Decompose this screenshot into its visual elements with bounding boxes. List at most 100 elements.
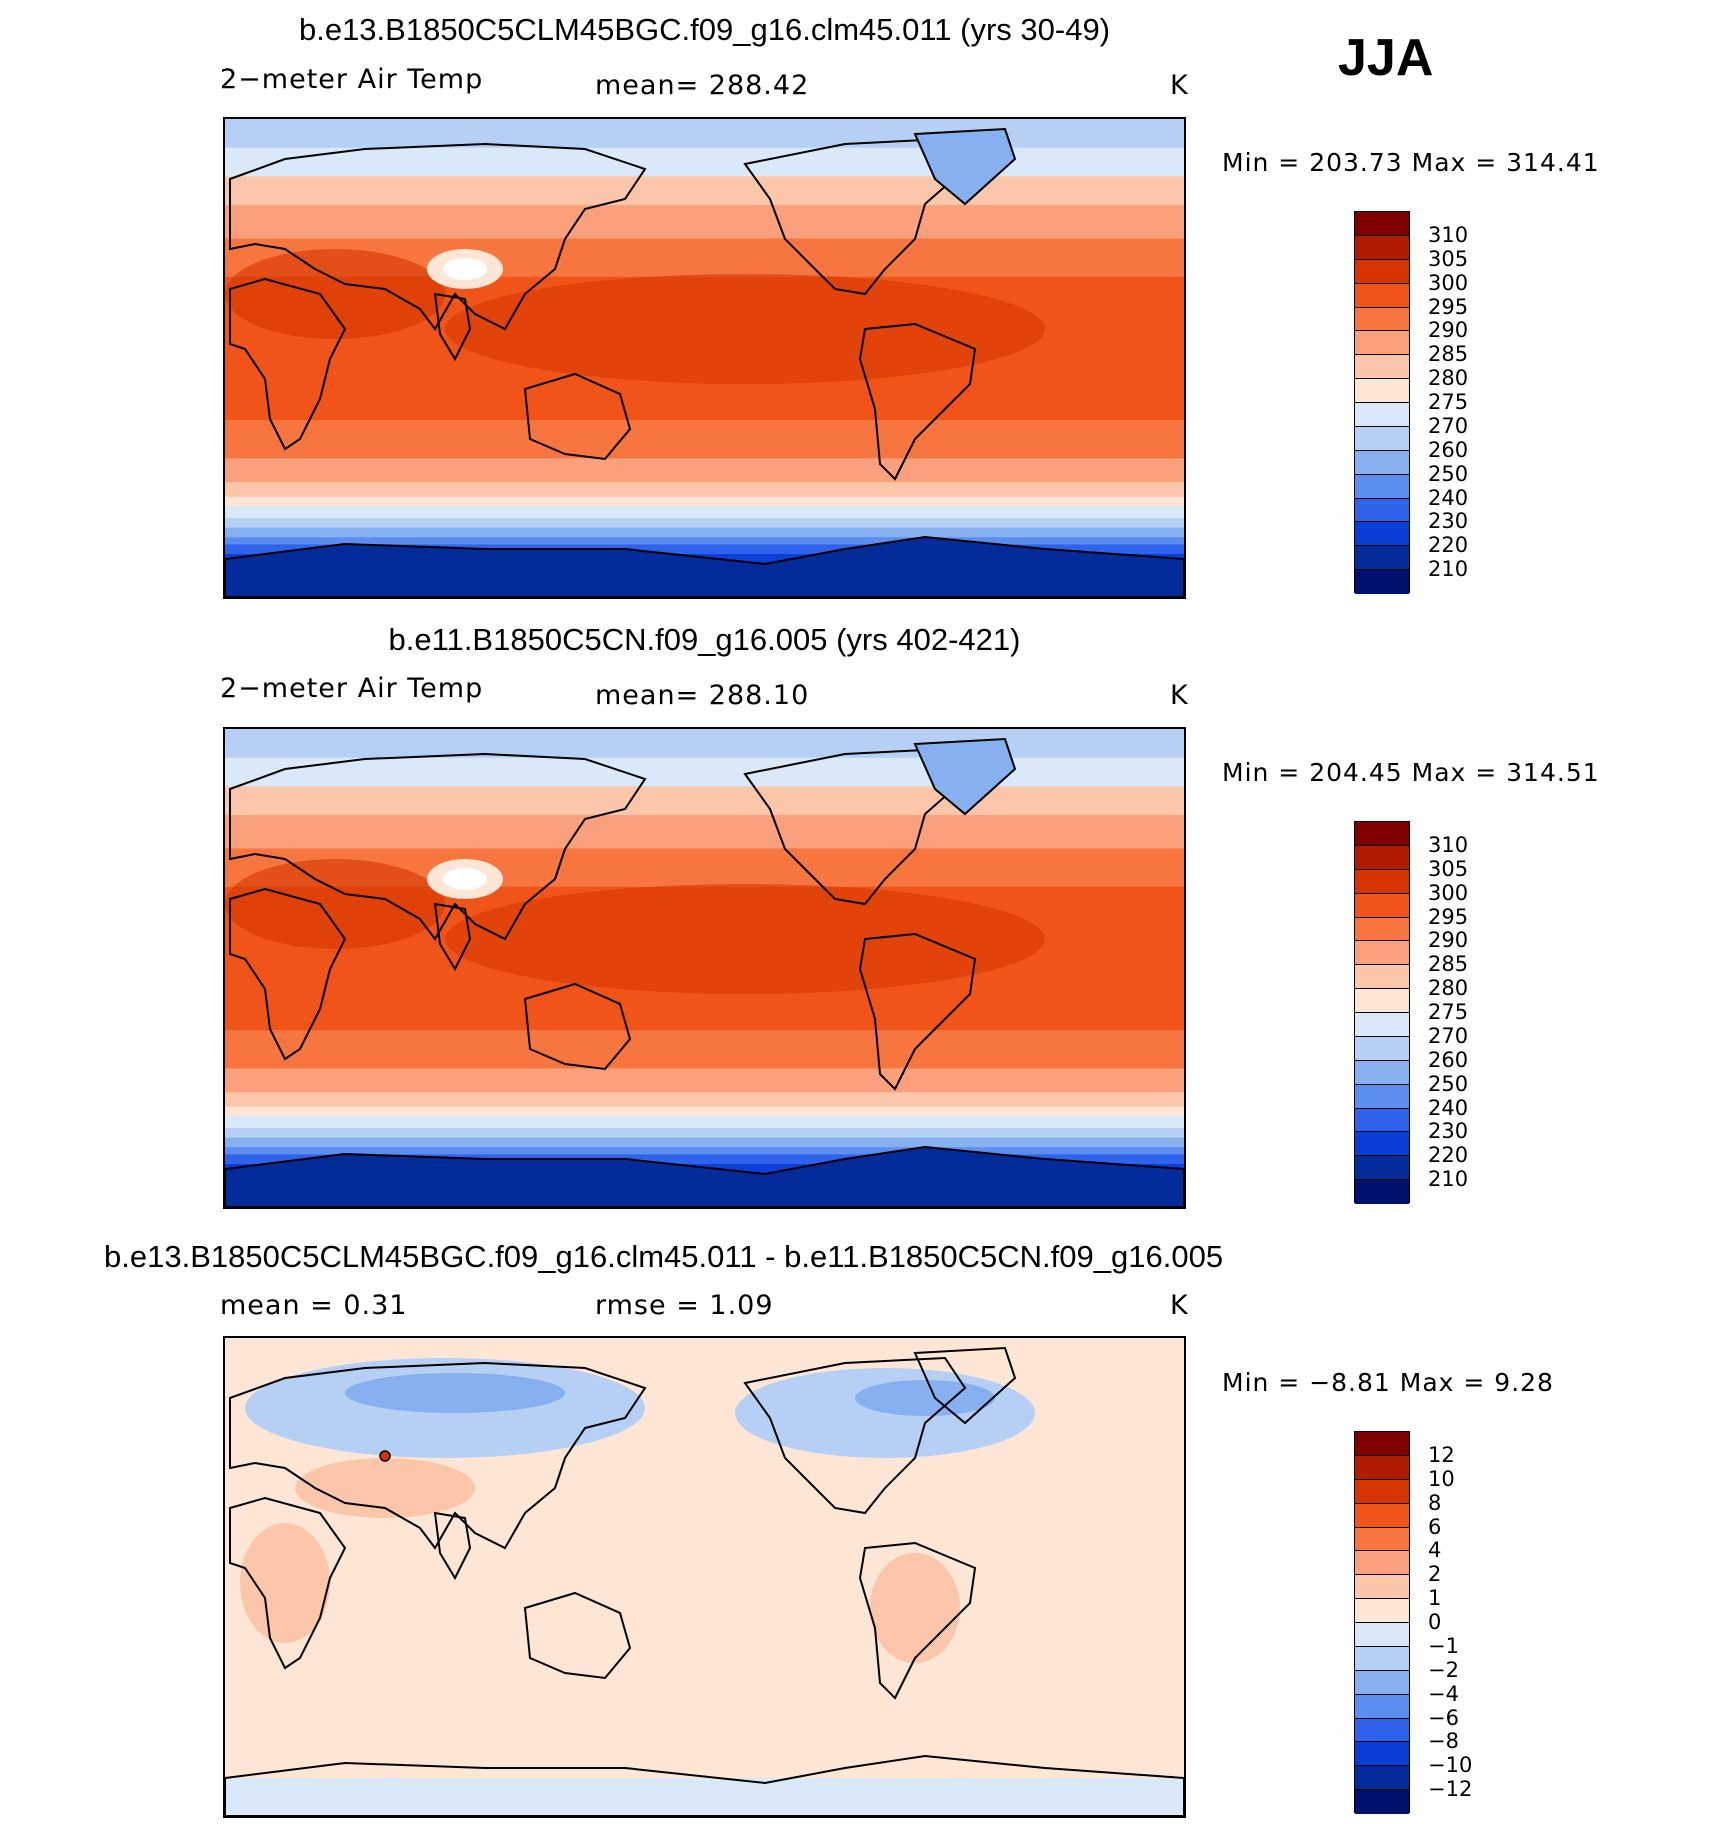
colorbar-tick-label: 295 (1428, 294, 1469, 319)
colorbar-swatch (1355, 1766, 1409, 1791)
colorbar-swatch (1355, 283, 1409, 308)
colorbar-tick-label: 305 (1428, 246, 1469, 271)
colorbar-swatch (1355, 1479, 1409, 1504)
colorbar-swatch (1355, 869, 1409, 894)
colorbar-swatch (1355, 450, 1409, 475)
panel-3-title: b.e13.B1850C5CLM45BGC.f09_g16.clm45.011 … (104, 1239, 1224, 1274)
colorbar-tick-label: −6 (1428, 1705, 1459, 1730)
colorbar-tick-label: −1 (1428, 1633, 1459, 1658)
colorbar-tick-label: 270 (1428, 1023, 1469, 1048)
colorbar-swatch (1355, 1455, 1409, 1480)
colorbar-swatch (1355, 1503, 1409, 1528)
colorbar-tick-label: 290 (1428, 928, 1469, 953)
colorbar-tick-label: 275 (1428, 1000, 1469, 1024)
colorbar-swatch (1355, 1623, 1409, 1647)
colorbar-swatch (1355, 403, 1409, 427)
colorbar-tick-label: 285 (1428, 342, 1469, 367)
colorbar-tick-label: 275 (1428, 390, 1469, 414)
colorbar-swatch (1355, 1694, 1409, 1719)
colorbar-tick-label: 270 (1428, 413, 1469, 438)
colorbar-swatch (1355, 845, 1409, 870)
colorbar-swatch (1355, 1180, 1409, 1204)
colorbar-swatch (1355, 1670, 1409, 1695)
colorbar-swatch (1355, 1575, 1409, 1600)
colorbar-swatch (1355, 917, 1409, 942)
colorbar-swatch (1355, 989, 1409, 1013)
panel-1-map (223, 117, 1186, 599)
colorbar-tick-label: 295 (1428, 904, 1469, 929)
colorbar-swatch (1355, 1790, 1409, 1814)
colorbar-swatch (1355, 1036, 1409, 1061)
colorbar-tick-label: 250 (1428, 461, 1469, 486)
colorbar-tick-label: 230 (1428, 1119, 1469, 1144)
panel-3-rmse: rmse = 1.09 (595, 1290, 774, 1321)
panel-3-units: K (1170, 1290, 1189, 1321)
colorbar-tick-label: 220 (1428, 1143, 1469, 1168)
panel-1-minmax: Min = 203.73 Max = 314.41 (1222, 148, 1600, 177)
colorbar-swatch (1355, 546, 1409, 571)
colorbar-swatch (1355, 1132, 1409, 1157)
panel-3-minmax: Min = −8.81 Max = 9.28 (1222, 1368, 1554, 1397)
colorbar-swatch (1355, 965, 1409, 990)
colorbar-tick-label: 290 (1428, 318, 1469, 343)
colorbar-swatch (1355, 1551, 1409, 1576)
colorbar-swatch (1355, 1646, 1409, 1671)
panel-1-mean: mean= 288.42 (595, 70, 810, 101)
colorbar-tick-label: 260 (1428, 1047, 1469, 1072)
panel-2-units: K (1170, 680, 1189, 711)
season-label: JJA (1338, 29, 1434, 87)
colorbar-swatch (1355, 474, 1409, 499)
colorbar-swatch (1355, 1013, 1409, 1037)
colorbar-tick-label: 1 (1428, 1586, 1442, 1611)
colorbar-tick-label: 260 (1428, 437, 1469, 462)
colorbar-swatch (1355, 426, 1409, 451)
colorbar-tick-label: 300 (1428, 880, 1469, 905)
colorbar-tick-label: 2 (1428, 1562, 1442, 1587)
panel-3-map (223, 1336, 1186, 1818)
colorbar-swatch (1355, 1060, 1409, 1085)
panel-1-variable: 2−meter Air Temp (220, 64, 484, 95)
colorbar-tick-label: 310 (1428, 222, 1469, 247)
panel-1-title: b.e13.B1850C5CLM45BGC.f09_g16.clm45.011 … (298, 12, 1111, 47)
colorbar-tick-label: 12 (1428, 1442, 1455, 1467)
colorbar-swatch (1355, 1527, 1409, 1552)
panel-2-map (223, 727, 1186, 1209)
colorbar-swatch (1355, 379, 1409, 403)
colorbar-tick-label: −12 (1428, 1777, 1473, 1802)
colorbar-swatch (1355, 307, 1409, 332)
colorbar-tick-label: 280 (1428, 366, 1469, 391)
colorbar-swatch (1355, 355, 1409, 380)
colorbar-swatch (1355, 941, 1409, 966)
colorbar-tick-label: 300 (1428, 270, 1469, 295)
colorbar-tick-label: 230 (1428, 509, 1469, 534)
colorbar-tick-label: 10 (1428, 1466, 1455, 1491)
panel-2-mean: mean= 288.10 (595, 680, 810, 711)
colorbar-tick-label: 8 (1428, 1490, 1442, 1515)
colorbar-tick-label: 285 (1428, 952, 1469, 977)
colorbar-swatch (1355, 893, 1409, 918)
colorbar-swatch (1355, 570, 1409, 594)
colorbar-tick-label: 280 (1428, 976, 1469, 1001)
colorbar-swatch (1355, 1108, 1409, 1133)
colorbar-swatch (1355, 1742, 1409, 1767)
colorbar-swatch (1355, 1718, 1409, 1743)
colorbar-tick-label: 0 (1428, 1610, 1442, 1634)
panel-3-mean: mean = 0.31 (220, 1290, 408, 1321)
colorbar-tick-label: 4 (1428, 1538, 1442, 1563)
panel-2-minmax: Min = 204.45 Max = 314.51 (1222, 758, 1600, 787)
colorbar-tick-label: 310 (1428, 832, 1469, 857)
colorbar-swatch (1355, 259, 1409, 284)
panel-2-variable: 2−meter Air Temp (220, 673, 484, 704)
colorbar-tick-label: −8 (1428, 1729, 1459, 1754)
colorbar-tick-label: 305 (1428, 856, 1469, 881)
colorbar-tick-label: −2 (1428, 1657, 1459, 1682)
colorbar-swatch (1355, 1599, 1409, 1623)
colorbar-tick-label: 210 (1428, 557, 1469, 582)
panel-2-title: b.e11.B1850C5CN.f09_g16.005 (yrs 402-421… (388, 622, 1021, 657)
colorbar-swatch (1355, 1432, 1409, 1456)
colorbar-swatch (1355, 331, 1409, 356)
panel-1-units: K (1170, 70, 1189, 101)
panel-2-colorbar (1354, 821, 1410, 1204)
colorbar-swatch (1355, 522, 1409, 547)
colorbar-tick-label: 240 (1428, 485, 1469, 510)
